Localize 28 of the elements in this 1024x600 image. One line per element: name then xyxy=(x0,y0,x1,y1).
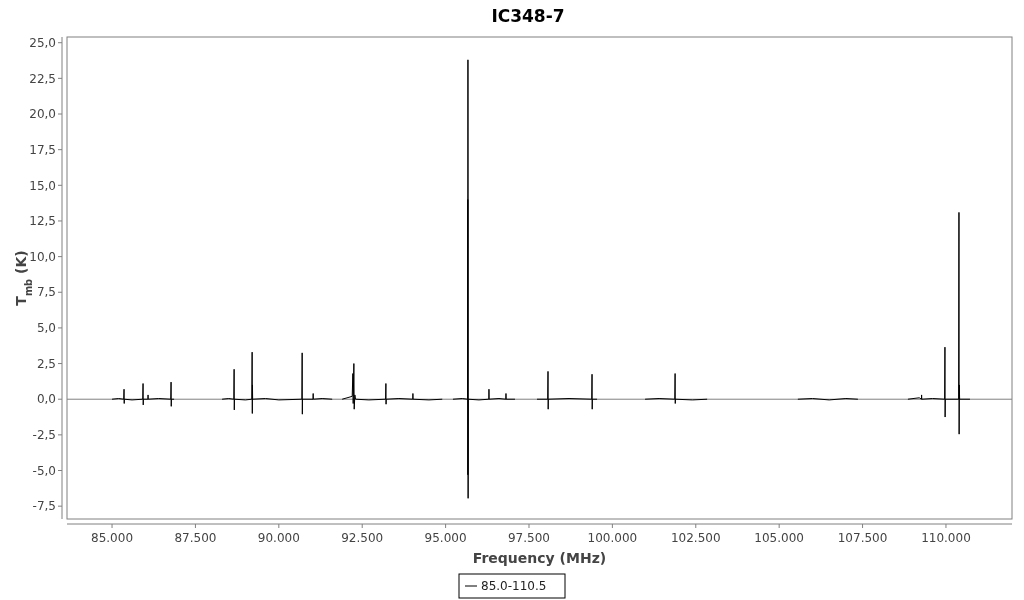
y-tick-label: -2,5 xyxy=(32,428,56,443)
y-tick-label: 7,5 xyxy=(36,285,56,300)
y-tick-label: -7,5 xyxy=(32,499,56,514)
y-tick-label: 12,5 xyxy=(29,214,56,229)
y-tick-label: -5,0 xyxy=(32,463,56,478)
legend-label: 85.0-110.5 xyxy=(481,579,547,594)
x-tick-label: 85.000 xyxy=(91,531,134,545)
x-tick-label: 95.000 xyxy=(424,531,467,545)
x-tick-label: 87.500 xyxy=(174,531,217,545)
x-tick-label: 102.500 xyxy=(670,531,721,545)
y-tick-label: 10,0 xyxy=(29,249,56,264)
y-tick-label: 20,0 xyxy=(29,107,56,122)
x-tick-label: 97.500 xyxy=(507,531,550,545)
y-tick-label: 17,5 xyxy=(29,142,56,157)
x-tick-label: 92.500 xyxy=(341,531,384,545)
x-tick-label: 100.000 xyxy=(587,531,638,545)
x-tick-label: 90.000 xyxy=(257,531,300,545)
x-axis-title: Frequency (MHz) xyxy=(472,550,607,566)
y-tick-label: 22,5 xyxy=(29,71,56,86)
y-tick-label: 15,0 xyxy=(29,178,56,193)
x-tick-label: 110.000 xyxy=(921,531,971,545)
y-tick-label: 5,0 xyxy=(36,321,56,336)
x-tick-label: 107.500 xyxy=(837,531,888,545)
chart-title: IC348-7 xyxy=(491,6,565,26)
y-tick-label: 25,0 xyxy=(29,35,56,50)
y-tick-label: 2,5 xyxy=(36,356,56,371)
y-tick-label: 0,0 xyxy=(36,392,56,407)
x-tick-label: 105.000 xyxy=(754,531,804,545)
